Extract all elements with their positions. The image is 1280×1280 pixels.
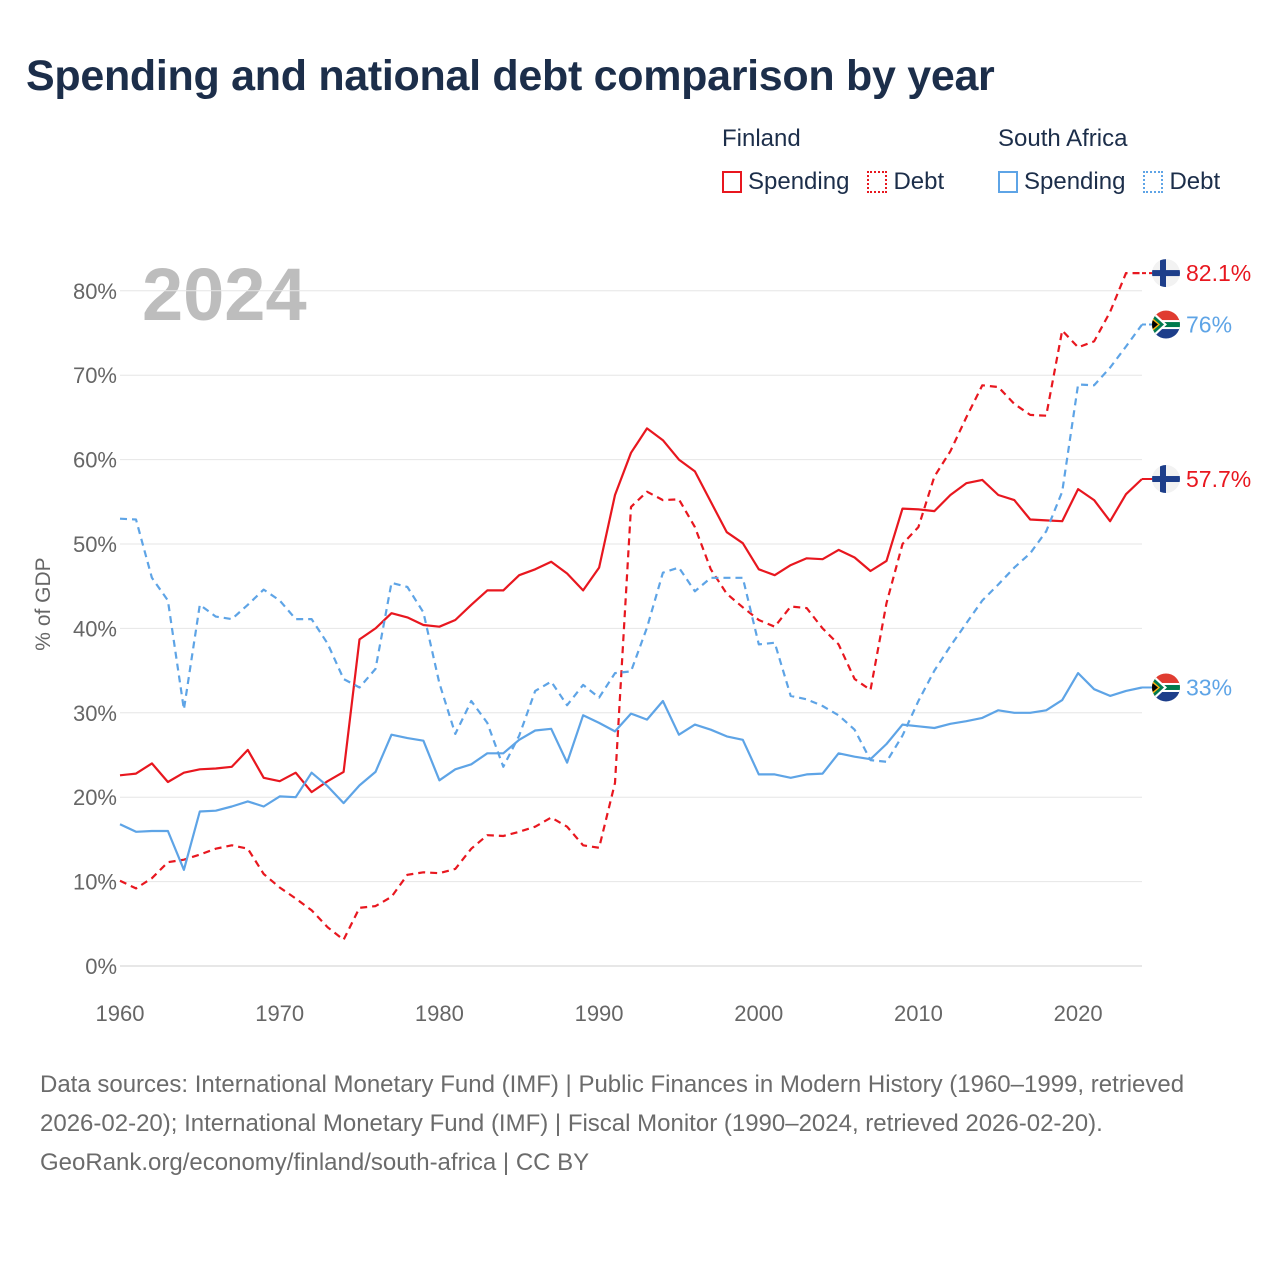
legend-label-south-africa-debt: Debt	[1169, 168, 1221, 195]
x-tick-label: 2010	[894, 1001, 943, 1026]
end-value-label-finland-debt: 82.1%	[1186, 260, 1251, 286]
legend-label-south-africa-spending: Spending	[1024, 168, 1126, 195]
x-tick-label: 1960	[96, 1001, 145, 1026]
x-tick-label: 1970	[255, 1001, 304, 1026]
x-tick-label: 2020	[1054, 1001, 1103, 1026]
end-value-label-south-africa-spending: 33%	[1186, 674, 1232, 700]
x-tick-label: 1990	[575, 1001, 624, 1026]
south-africa-flag-icon	[1152, 673, 1180, 702]
series-line-south-africa-debt	[119, 323, 1143, 768]
legend-south-africa: South Africa Spending Debt	[998, 124, 1238, 196]
footer: Data sources: International Monetary Fun…	[40, 1066, 1240, 1183]
legend-finland-debt[interactable]: Debt	[867, 168, 944, 196]
legend-swatch-finland-debt	[867, 171, 888, 193]
y-tick-label: 40%	[73, 616, 117, 641]
legend-swatch-south-africa-debt	[1143, 171, 1164, 193]
legend-swatch-finland-spending	[722, 171, 742, 193]
legend-label-finland-spending: Spending	[748, 168, 850, 195]
end-value-label-finland-spending: 57.7%	[1186, 466, 1251, 492]
series-line-finland-debt	[119, 272, 1142, 941]
series-line-finland-spending	[119, 427, 1143, 794]
y-tick-label: 70%	[73, 363, 117, 388]
x-tick-label: 1980	[415, 1001, 464, 1026]
finland-flag-icon	[1152, 259, 1180, 288]
attribution-link[interactable]: GeoRank.org/economy/finland/south-africa…	[40, 1148, 590, 1176]
end-value-label-south-africa-debt: 76%	[1186, 312, 1232, 338]
legend-finland-spending[interactable]: Spending	[722, 168, 849, 196]
series-lines	[119, 272, 1143, 941]
legend-country-south-africa: South Africa	[998, 125, 1128, 152]
legend-south-africa-spending[interactable]: Spending	[998, 168, 1125, 196]
gridlines	[120, 290, 1142, 967]
legend-south-africa-debt[interactable]: Debt	[1143, 168, 1220, 196]
legend-country-finland: Finland	[722, 125, 801, 152]
finland-flag-icon	[1152, 465, 1180, 494]
end-markers: 82.1% 76% 57.7% 33%	[1142, 259, 1251, 702]
y-tick-label: 50%	[73, 532, 117, 557]
y-tick-label: 60%	[73, 448, 117, 473]
y-tick-label: 0%	[85, 954, 117, 979]
series-line-south-africa-spending	[119, 672, 1143, 871]
legend-label-finland-debt: Debt	[893, 168, 945, 195]
south-africa-flag-icon	[1152, 310, 1180, 339]
legend-finland: Finland Spending Debt	[722, 124, 962, 196]
y-tick-label: 10%	[73, 870, 117, 895]
year-watermark: 2024	[142, 253, 307, 336]
y-tick-label: 20%	[73, 785, 117, 810]
data-sources: Data sources: International Monetary Fun…	[40, 1071, 1185, 1137]
y-tick-label: 80%	[73, 279, 117, 304]
y-axis-label: % of GDP	[32, 557, 55, 651]
legend-swatch-south-africa-spending	[998, 171, 1018, 193]
x-axis-ticks: 1960 1970 1980 1990 2000 2010 2020	[96, 1001, 1103, 1026]
y-tick-label: 30%	[73, 701, 117, 726]
x-tick-label: 2000	[734, 1001, 783, 1026]
chart-title: Spending and national debt comparison by…	[26, 52, 995, 100]
y-axis-ticks: 0% 10% 20% 30% 40% 50% 60% 70% 80%	[73, 279, 117, 979]
